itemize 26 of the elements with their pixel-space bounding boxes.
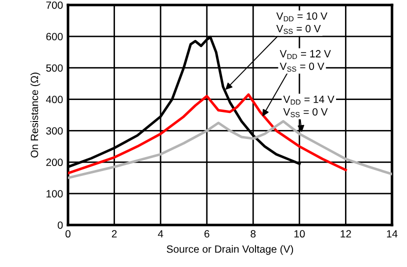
x-tick-label: 14: [387, 230, 398, 238]
annotation: V$_{SS}$ = 0 V: [280, 62, 324, 72]
y-tick-label: 0: [58, 222, 63, 229]
x-axis-title: Source or Drain Voltage (V): [166, 245, 294, 255]
y-tick-label: 200: [46, 158, 63, 166]
y-tick-label: 400: [46, 96, 63, 104]
annotation: V$_{SS}$ = 0 V: [283, 108, 328, 118]
x-tick-label: 8: [250, 230, 256, 238]
x-tick-label: 4: [158, 230, 164, 238]
line-series: [68, 93, 347, 174]
annotation: V$_{DD}$ = 12 V: [280, 50, 331, 59]
x-tick-label: 6: [204, 230, 210, 238]
annotation: V$_{SS}$ = 0 V: [276, 24, 321, 34]
y-tick-label: 600: [46, 32, 63, 40]
annotation: V$_{DD}$ = 10 V: [276, 12, 328, 22]
y-tick-label: 300: [46, 127, 63, 135]
y-axis-title: On Resistance (Ω): [30, 72, 40, 158]
x-tick-label: 12: [340, 230, 351, 238]
x-tick-label: 2: [112, 230, 117, 238]
y-tick-label: 700: [46, 2, 63, 9]
y-tick-label: 100: [46, 190, 63, 198]
x-tick-label: 10: [294, 230, 305, 238]
line-series: [68, 120, 392, 180]
x-tick-label: 0: [66, 230, 70, 238]
annotation: V$_{DD}$ = 14 V: [283, 96, 334, 105]
y-tick-label: 500: [46, 64, 63, 72]
